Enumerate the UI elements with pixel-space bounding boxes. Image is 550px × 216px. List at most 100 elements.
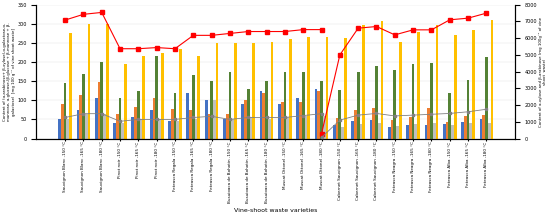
Bar	[142, 56, 145, 138]
Bar	[351, 121, 354, 138]
Bar	[186, 93, 189, 138]
Bar	[448, 93, 451, 138]
Bar	[381, 22, 383, 138]
Bar	[315, 89, 317, 138]
Bar	[216, 43, 218, 138]
Bar	[326, 37, 328, 138]
Bar	[393, 70, 396, 138]
Bar	[278, 104, 280, 138]
Bar	[140, 119, 142, 138]
Bar	[388, 127, 390, 138]
Bar	[137, 91, 140, 138]
Bar	[409, 117, 412, 138]
Bar	[454, 35, 456, 138]
Bar	[195, 119, 197, 138]
Bar	[223, 119, 226, 138]
Bar	[260, 91, 262, 138]
Bar	[122, 123, 124, 138]
Bar	[205, 100, 207, 138]
Bar	[67, 119, 69, 138]
Bar	[247, 89, 250, 138]
Bar	[333, 125, 336, 138]
Bar	[451, 125, 454, 138]
Bar	[177, 121, 179, 138]
Bar	[229, 72, 232, 138]
Bar	[232, 119, 234, 138]
Bar	[412, 64, 415, 138]
X-axis label: Vine-shoot waste varieties: Vine-shoot waste varieties	[234, 208, 317, 213]
Bar	[207, 114, 210, 138]
Bar	[488, 123, 491, 138]
Bar	[372, 108, 375, 138]
Bar	[425, 125, 427, 138]
Bar	[87, 24, 90, 138]
Bar	[265, 81, 268, 138]
Bar	[82, 74, 85, 138]
Bar	[271, 42, 273, 138]
Bar	[213, 100, 216, 138]
Bar	[461, 122, 464, 138]
Bar	[168, 121, 171, 138]
Bar	[446, 122, 448, 138]
Bar	[155, 56, 158, 138]
Bar	[336, 118, 338, 138]
Bar	[106, 24, 108, 138]
Bar	[482, 115, 485, 138]
Bar	[370, 120, 372, 138]
Bar	[467, 80, 470, 138]
Bar	[357, 72, 360, 138]
Bar	[252, 43, 255, 138]
Bar	[85, 114, 87, 138]
Bar	[307, 37, 310, 138]
Y-axis label: Content of α-xylose and β-arabinose (mg 100g⁻¹ of vine
shoot  waste): Content of α-xylose and β-arabinose (mg …	[538, 17, 547, 127]
Bar	[491, 20, 493, 138]
Bar	[210, 81, 213, 138]
Bar	[226, 114, 229, 138]
Bar	[262, 93, 265, 138]
Bar	[152, 98, 155, 138]
Bar	[174, 93, 177, 138]
Bar	[305, 116, 307, 138]
Bar	[197, 56, 200, 138]
Bar	[354, 110, 357, 138]
Bar	[390, 120, 393, 138]
Y-axis label: Content of (α-arabinose+ β-xylose),α-galactose,α-
mannose, α-glucose,(β-glucose : Content of (α-arabinose+ β-xylose),α-gal…	[3, 22, 16, 121]
Bar	[189, 110, 192, 138]
Bar	[299, 102, 302, 138]
Bar	[113, 123, 116, 138]
Bar	[171, 109, 174, 138]
Bar	[433, 124, 436, 138]
Bar	[268, 119, 271, 138]
Bar	[69, 33, 72, 138]
Bar	[470, 124, 472, 138]
Bar	[150, 110, 152, 138]
Bar	[100, 62, 103, 138]
Bar	[302, 72, 305, 138]
Bar	[97, 82, 100, 138]
Bar	[244, 100, 247, 138]
Bar	[344, 38, 346, 138]
Bar	[485, 57, 488, 138]
Bar	[406, 125, 409, 138]
Bar	[134, 107, 137, 138]
Bar	[119, 98, 122, 138]
Bar	[323, 116, 326, 138]
Bar	[179, 49, 182, 138]
Bar	[250, 118, 252, 138]
Bar	[427, 108, 430, 138]
Bar	[64, 83, 67, 138]
Bar	[480, 119, 482, 138]
Bar	[79, 95, 82, 138]
Bar	[399, 41, 402, 138]
Bar	[415, 124, 417, 138]
Bar	[396, 126, 399, 138]
Bar	[61, 104, 64, 138]
Bar	[234, 43, 237, 138]
Bar	[280, 102, 283, 138]
Bar	[286, 118, 289, 138]
Bar	[58, 119, 61, 138]
Bar	[124, 64, 127, 138]
Bar	[443, 124, 446, 138]
Bar	[76, 110, 79, 138]
Bar	[131, 118, 134, 138]
